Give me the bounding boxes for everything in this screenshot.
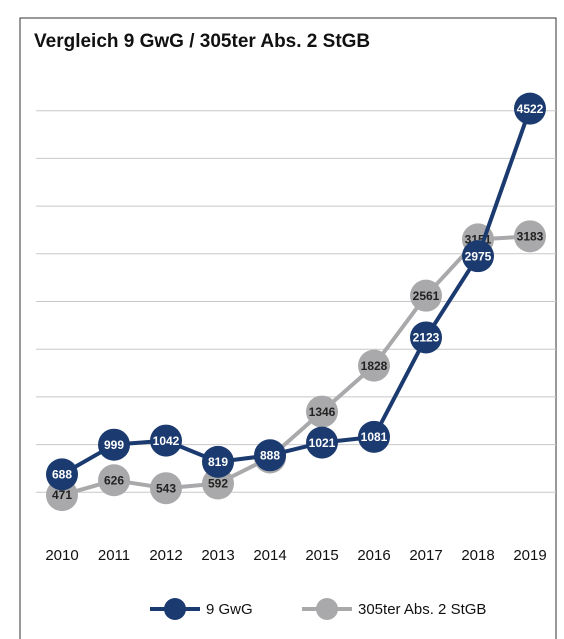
series-line (61, 234, 531, 497)
x-tick-label: 2014 (253, 547, 286, 564)
legend-marker (316, 598, 338, 620)
data-point (150, 472, 182, 505)
data-label: 2123 (413, 331, 440, 345)
data-label: 3183 (517, 230, 544, 244)
x-tick-label: 2012 (149, 547, 182, 564)
data-label: 543 (156, 481, 176, 495)
legend-label: 305ter Abs. 2 StGB (358, 601, 486, 618)
x-tick-label: 2018 (461, 547, 494, 564)
data-label: 1828 (361, 359, 388, 373)
data-label: 688 (52, 468, 72, 482)
data-label: 626 (104, 473, 124, 487)
x-tick-label: 2010 (45, 547, 78, 564)
data-label: 888 (260, 448, 280, 462)
x-tick-label: 2019 (513, 547, 546, 564)
data-label: 999 (104, 438, 124, 452)
data-point (98, 464, 130, 497)
data-point (254, 439, 286, 472)
series-line (61, 107, 532, 477)
data-label: 2561 (413, 289, 440, 303)
data-point (98, 428, 130, 461)
x-tick-label: 2013 (201, 547, 234, 564)
data-point (306, 426, 338, 459)
data-point (358, 420, 390, 453)
legend-marker (164, 598, 186, 620)
data-point (46, 458, 78, 491)
data-label: 2975 (465, 249, 492, 263)
data-point (514, 92, 546, 125)
data-point (202, 445, 234, 478)
data-label: 819 (208, 455, 228, 469)
x-tick-label: 2011 (98, 547, 130, 564)
x-tick-label: 2015 (305, 547, 338, 564)
data-point (150, 424, 182, 457)
data-point (358, 349, 390, 382)
data-label: 1081 (361, 430, 388, 444)
x-tick-label: 2017 (409, 547, 442, 564)
data-point (410, 321, 442, 354)
data-label: 1042 (153, 434, 180, 448)
frame (19, 17, 557, 639)
data-label: 1346 (309, 405, 336, 419)
data-point (410, 279, 442, 312)
data-point (462, 240, 494, 273)
data-point (514, 220, 546, 253)
chart-title: Vergleich 9 GwG / 305ter Abs. 2 StGB (34, 31, 370, 52)
x-tick-label: 2016 (357, 547, 390, 564)
data-point (306, 395, 338, 428)
data-label: 592 (208, 477, 228, 491)
data-label: 471 (52, 488, 72, 502)
legend-label: 9 GwG (206, 601, 253, 618)
data-label: 4522 (517, 102, 544, 116)
data-label: 1021 (309, 436, 336, 450)
